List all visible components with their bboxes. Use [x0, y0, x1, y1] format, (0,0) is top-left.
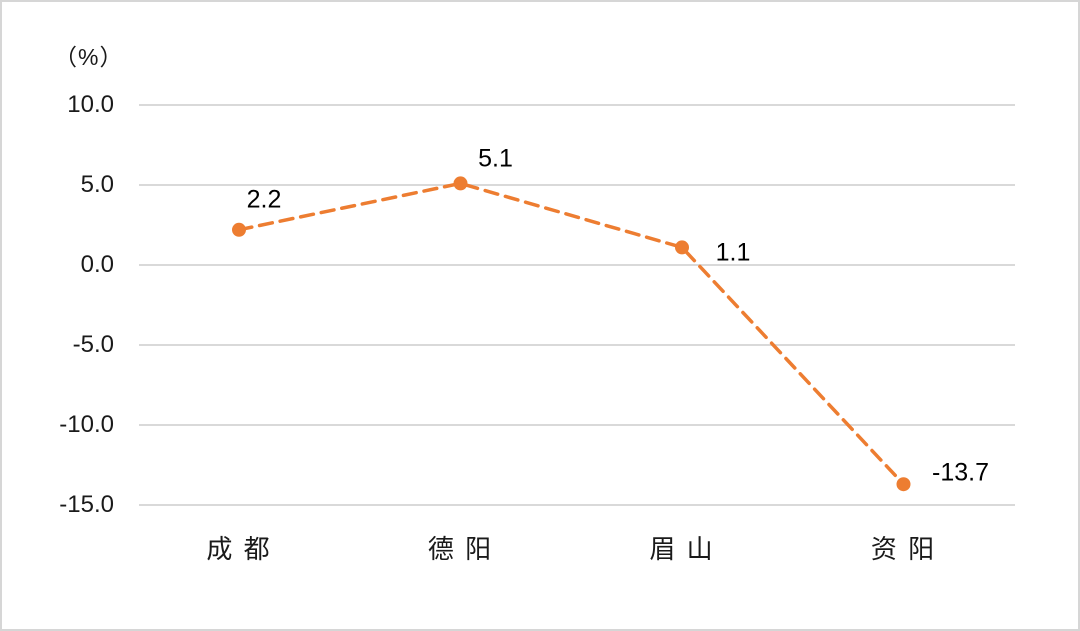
data-point-marker [896, 477, 911, 492]
y-axis-tick-label: -15.0 [59, 491, 114, 518]
data-point-value-label: 2.2 [246, 185, 282, 214]
series-dashed-line [237, 181, 906, 486]
y-axis-tick-label: -5.0 [72, 331, 114, 358]
y-axis-tick-label: 10.0 [67, 91, 114, 118]
x-axis-category-label: 成 都 [206, 534, 272, 564]
gridline [139, 424, 1015, 426]
data-point-marker [675, 240, 689, 255]
gridline [139, 104, 1015, 106]
data-point-value-label: -13.7 [932, 458, 989, 487]
gridline [139, 344, 1015, 346]
data-point-value-label: 1.1 [715, 238, 751, 267]
x-axis-category-label: 德 阳 [427, 534, 494, 564]
x-axis-category-label: 资 阳 [870, 534, 937, 564]
y-axis-unit-label: （%） [54, 44, 124, 70]
data-point-marker [453, 176, 468, 191]
data-point-marker [232, 222, 246, 237]
gridline [139, 184, 1015, 186]
x-axis-category-label: 眉 山 [649, 534, 715, 564]
y-axis-tick-label: -10.0 [59, 411, 114, 438]
data-point-value-label: 5.1 [478, 144, 513, 173]
y-axis-tick-label: 5.0 [80, 171, 114, 198]
gridline [139, 264, 1015, 266]
gridline [139, 504, 1015, 506]
y-axis-tick-label: 0.0 [80, 251, 114, 278]
